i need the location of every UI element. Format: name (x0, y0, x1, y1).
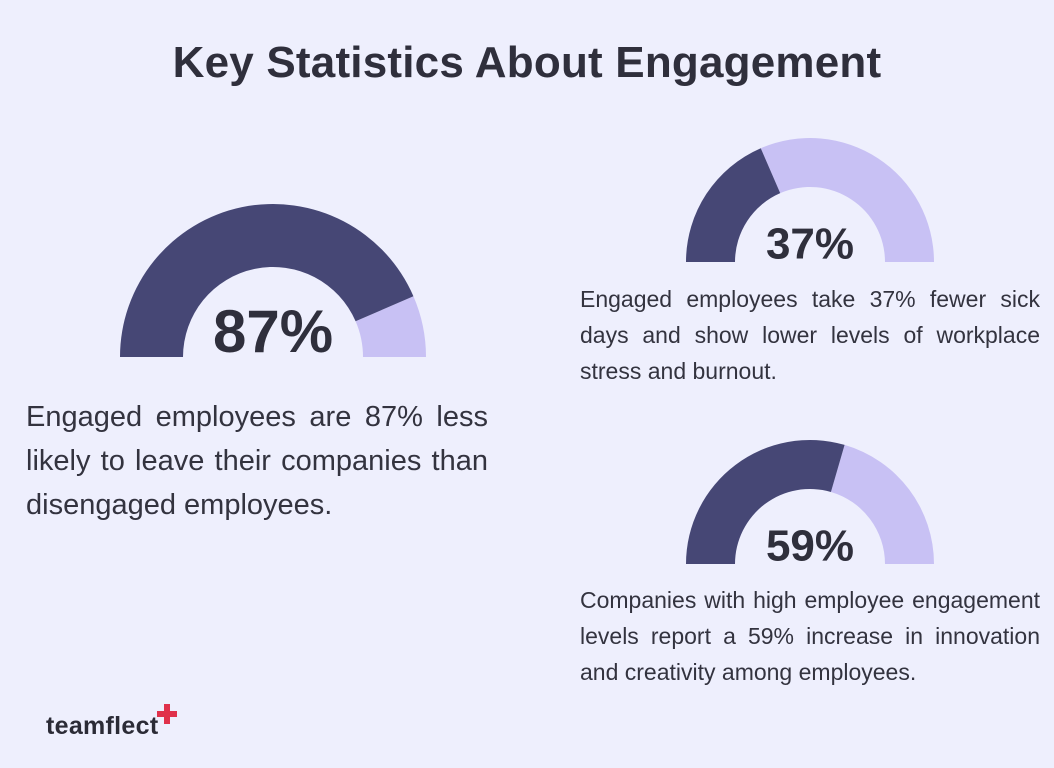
gauge-value-label: 87% (213, 298, 333, 365)
gauge-value-arc (120, 204, 414, 357)
gauge-value-arc (686, 148, 781, 262)
plus-icon (157, 704, 178, 724)
gauge-value-label: 59% (766, 521, 854, 570)
teamflect-logo: teamflect (46, 704, 178, 741)
gauge-remaining-arc (355, 296, 426, 357)
gauge-value-arc (686, 440, 845, 564)
stat-description-37: Engaged employees take 37% fewer sick da… (580, 286, 1040, 384)
page-title: Key Statistics About Engagement (172, 38, 882, 87)
gauge-value-label: 37% (766, 219, 854, 268)
stat-description-59: Companies with high employee engagement … (580, 587, 1040, 685)
stat-description-87: Engaged employees are 87% less likely to… (26, 401, 488, 521)
gauge-remaining-arc (760, 137, 934, 262)
gauge-remaining-arc (830, 444, 934, 564)
logo-text: teamflect (46, 712, 159, 740)
